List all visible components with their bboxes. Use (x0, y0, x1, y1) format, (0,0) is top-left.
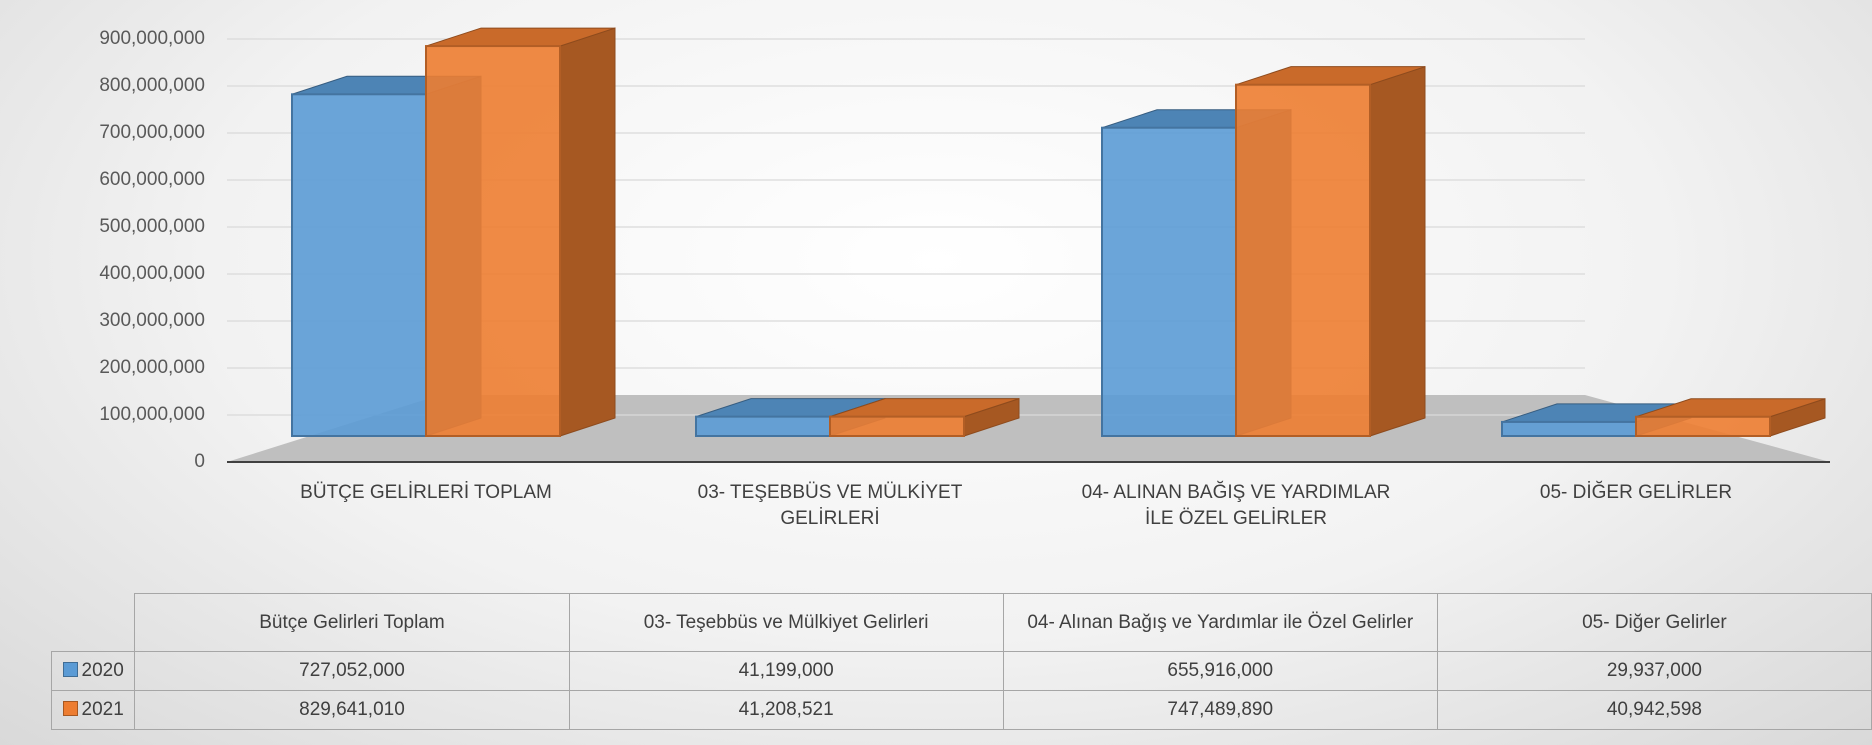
y-tick-label: 100,000,000 (99, 404, 205, 425)
bar-front (1101, 126, 1237, 437)
y-tick-label: 300,000,000 (99, 310, 205, 331)
table-value: 41,199,000 (568, 651, 1004, 691)
y-tick-label: 0 (194, 451, 205, 472)
corner (51, 593, 136, 652)
x-tick-label: BÜTÇE GELİRLERİ TOPLAM (300, 482, 552, 503)
x-tick-label: 03- TEŞEBBÜS VE MÜLKİYET GELİRLERİ (697, 482, 963, 529)
bar-front (829, 415, 965, 437)
x-tick-label: 04- ALINAN BAĞIŞ VE YARDIMLAR İLE ÖZEL G… (1081, 482, 1391, 529)
table-value: 727,052,000 (134, 651, 570, 691)
legend-cell: 2021 (50, 690, 136, 730)
y-tick-label: 400,000,000 (99, 263, 205, 284)
table-value: 41,208,521 (568, 690, 1004, 730)
bar-side (559, 27, 616, 437)
bar-front (1501, 420, 1637, 437)
table-value: 655,916,000 (1002, 651, 1438, 691)
column-header: 03- Teşebbüs ve Mülkiyet Gelirleri (568, 593, 1004, 652)
legend-swatch (62, 662, 78, 677)
bar-front (291, 93, 427, 438)
floor (227, 395, 1830, 462)
column-header: 04- Alınan Bağış ve Yardımlar ile Özel G… (1002, 593, 1438, 652)
bar (829, 397, 1020, 437)
column-header: 05- Diğer Gelirler (1436, 593, 1872, 652)
bar-front (695, 415, 831, 438)
y-tick-label: 900,000,000 (99, 28, 205, 49)
legend-cell: 2020 (50, 651, 136, 691)
column-header: Bütçe Gelirleri Toplam (134, 593, 570, 652)
table-value: 29,937,000 (1436, 651, 1872, 691)
bar-front (1635, 415, 1771, 438)
table-value: 829,641,010 (134, 690, 570, 730)
bar-front (1235, 83, 1371, 437)
y-tick-label: 500,000,000 (99, 216, 205, 237)
x-tick-label: 05- DİĞER GELİRLER (1539, 482, 1733, 503)
y-tick-label: 800,000,000 (99, 75, 205, 96)
bar (1235, 65, 1426, 437)
y-tick-label: 200,000,000 (99, 357, 205, 378)
bar (425, 27, 616, 437)
legend-label: 2021 (81, 699, 124, 720)
data-table: Bütçe Gelirleri Toplam 03- Teşebbüs ve Mü… (50, 593, 1872, 730)
y-tick-label: 700,000,000 (99, 122, 205, 143)
table-value: 40,942,598 (1436, 690, 1872, 730)
bar (1635, 398, 1826, 438)
table-row: 2020 727,052,000 41,199,000 655,916,000 29,9… (50, 651, 1872, 691)
legend-swatch (62, 701, 78, 716)
legend-label: 2020 (81, 660, 124, 681)
bar-side (1369, 65, 1426, 437)
table-value: 747,489,890 (1002, 690, 1438, 730)
y-tick-label: 600,000,000 (99, 169, 205, 190)
table-row: 2021 829,641,010 41,208,521 747,489,890 40,9… (50, 690, 1872, 730)
header-row: Bütçe Gelirleri Toplam 03- Teşebbüs ve Mü… (51, 593, 1872, 652)
bar-front (425, 45, 561, 437)
